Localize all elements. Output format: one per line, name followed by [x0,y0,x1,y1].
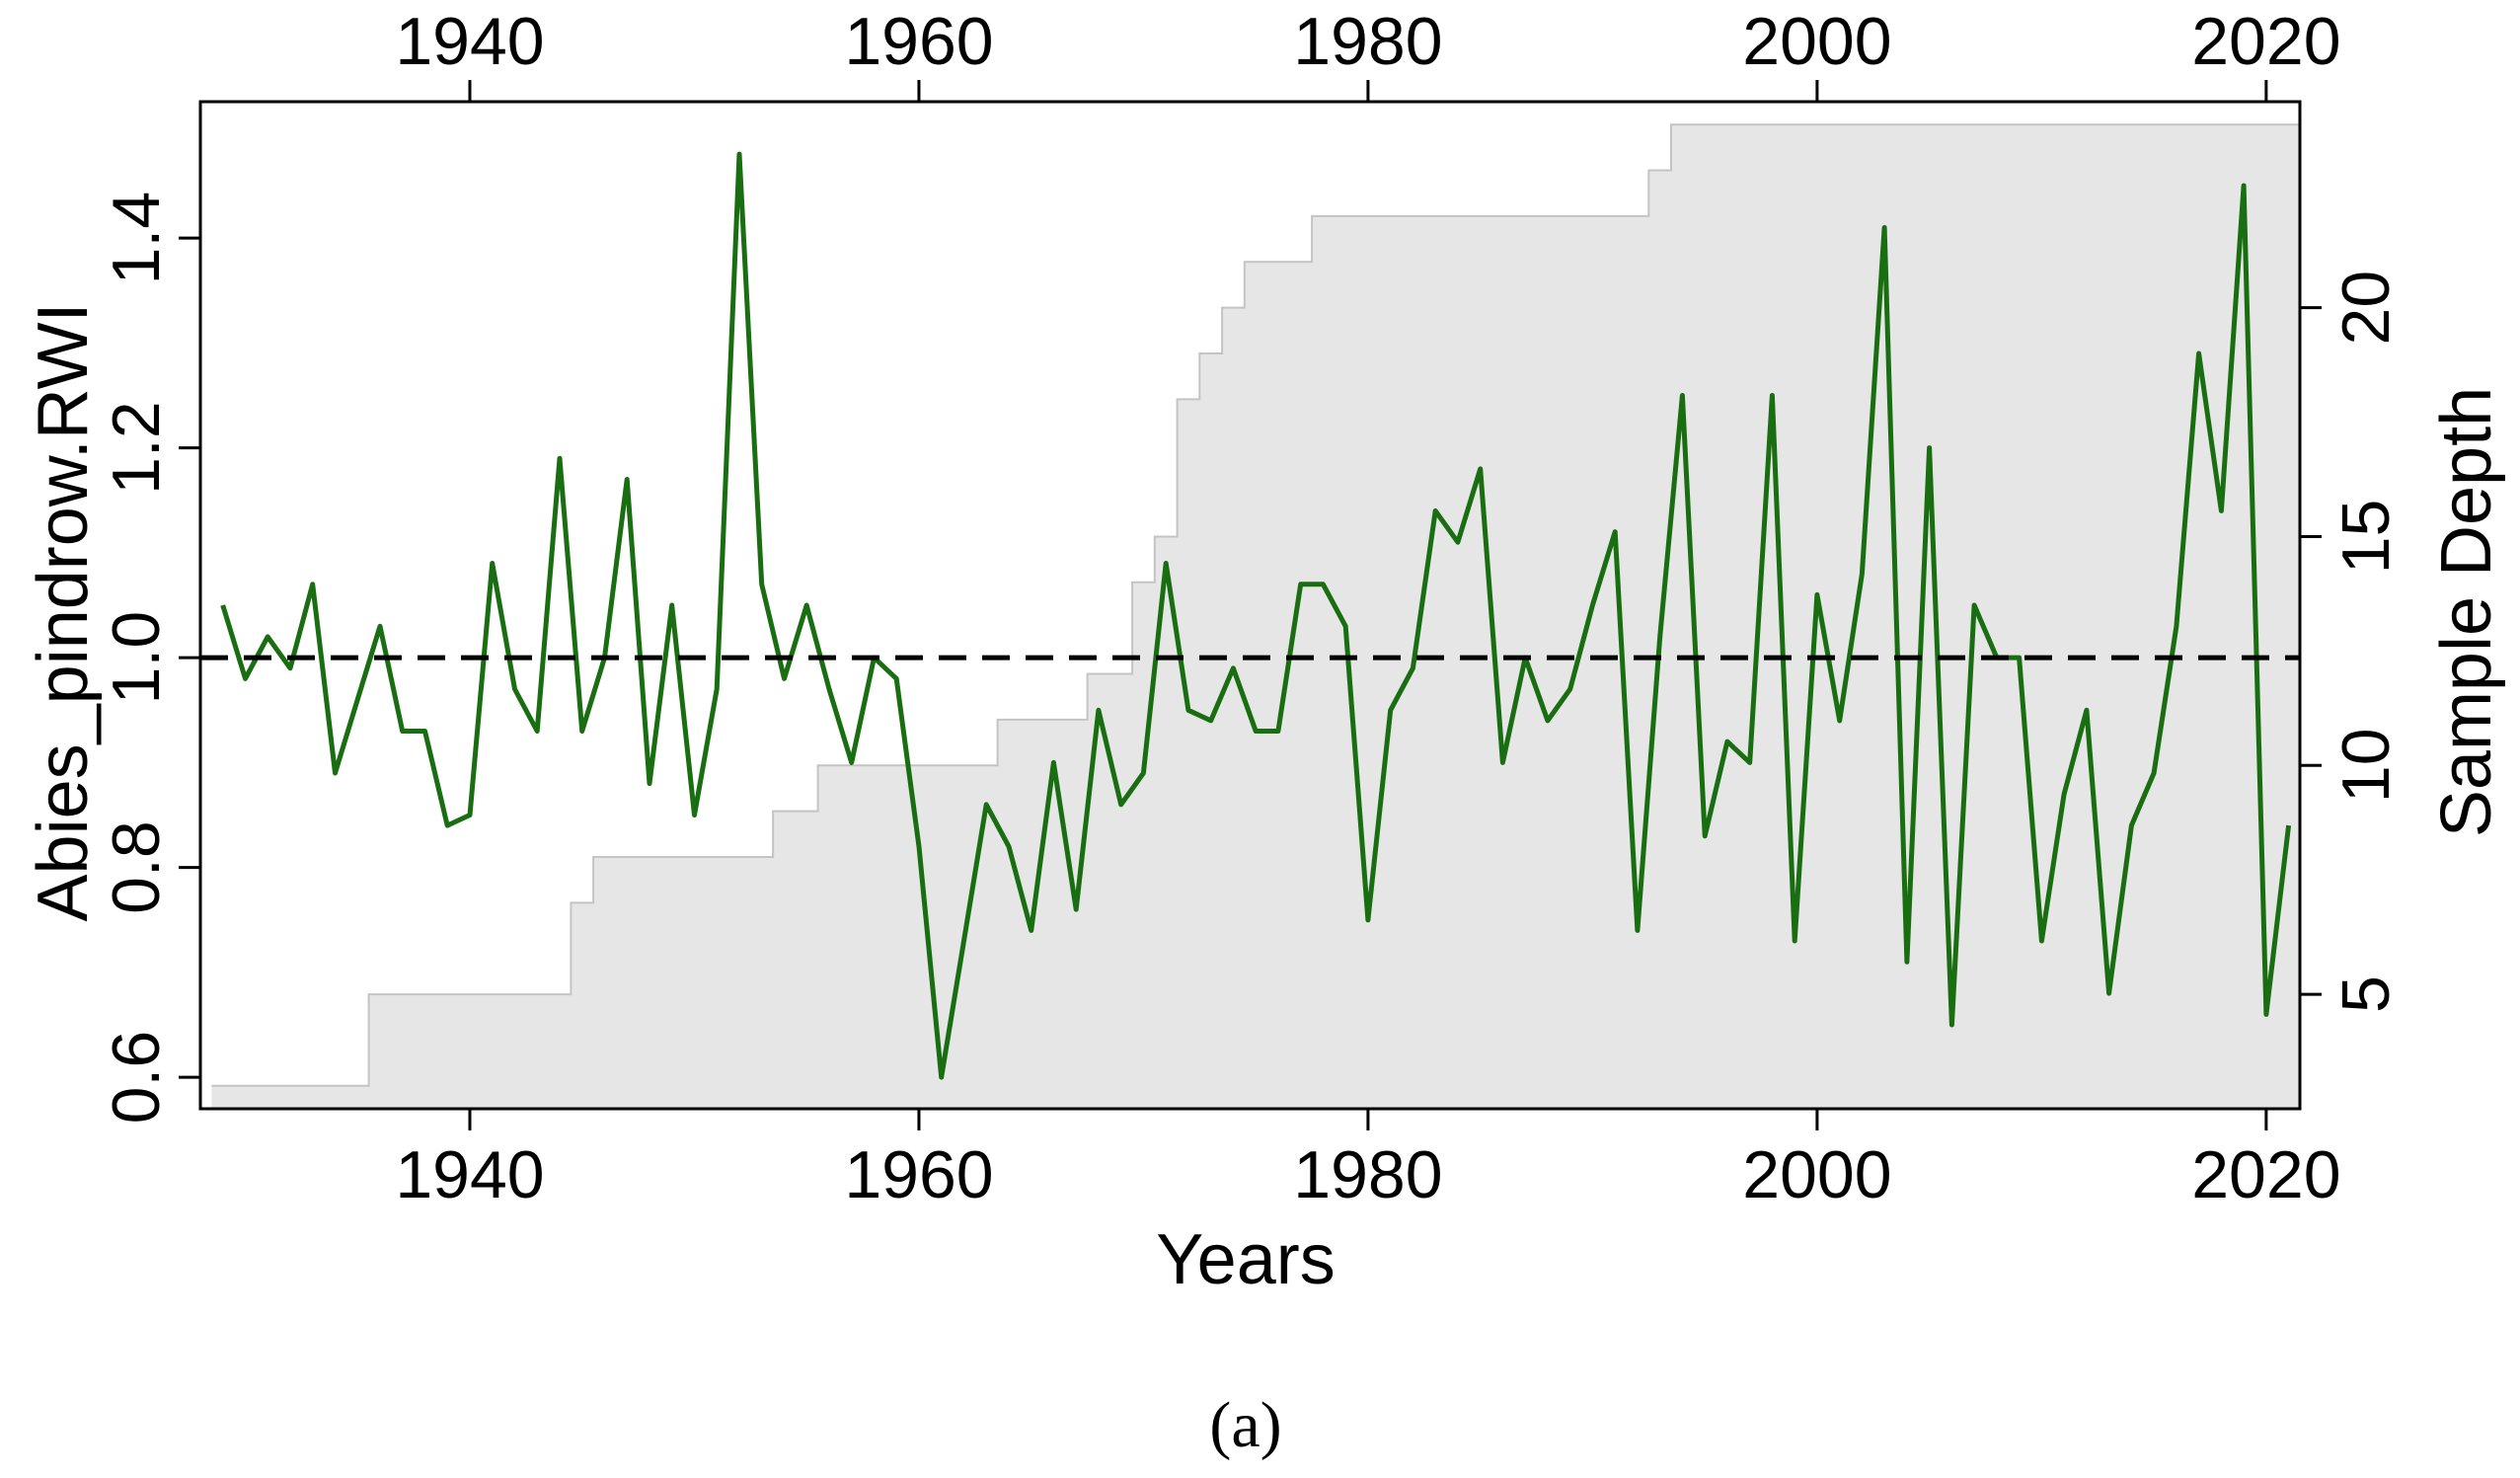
sample-depth-edge [211,123,2300,1087]
x-tick-label-bottom: 1960 [844,1137,993,1212]
y2-tick-label: 20 [2329,271,2404,346]
y-tick-label: 0.6 [99,1031,174,1125]
x-tick-label-top: 2020 [2191,4,2340,79]
rwi-line [220,151,2292,1080]
rwi-series-layer [220,151,2292,1080]
y-tick-label: 1.4 [99,192,174,285]
x-tick-label-bottom: 1940 [395,1137,544,1212]
x-tick-label-top: 2000 [1742,4,1891,79]
x-tick-label-top: 1940 [395,4,544,79]
y2-tick-label: 15 [2329,500,2404,575]
x-axis-title: Years [1156,1220,1335,1299]
y2-tick-label: 10 [2329,728,2404,803]
x-tick-label-bottom: 1980 [1293,1137,1442,1212]
sample-depth-area [211,124,2301,1109]
y-tick-label: 0.8 [99,820,174,914]
sample-depth-area-layer [211,123,2301,1109]
x-tick-label-top: 1960 [844,4,993,79]
y-axis-title: Abies_pindrow.RWI [24,303,103,922]
plot-frame [198,100,2302,1111]
x-tick-label-bottom: 2000 [1742,1137,1891,1212]
axes-layer: 1940194019601960198019802000200020202020… [99,4,2404,1212]
y-tick-label: 1.0 [99,611,174,705]
y2-axis-title: Sample Depth [2427,387,2506,837]
x-tick-label-top: 1980 [1293,4,1442,79]
y-tick-label: 1.2 [99,401,174,495]
figure-caption: (a) [1209,1389,1281,1461]
x-tick-label-bottom: 2020 [2191,1137,2340,1212]
y2-tick-label: 5 [2329,975,2404,1013]
